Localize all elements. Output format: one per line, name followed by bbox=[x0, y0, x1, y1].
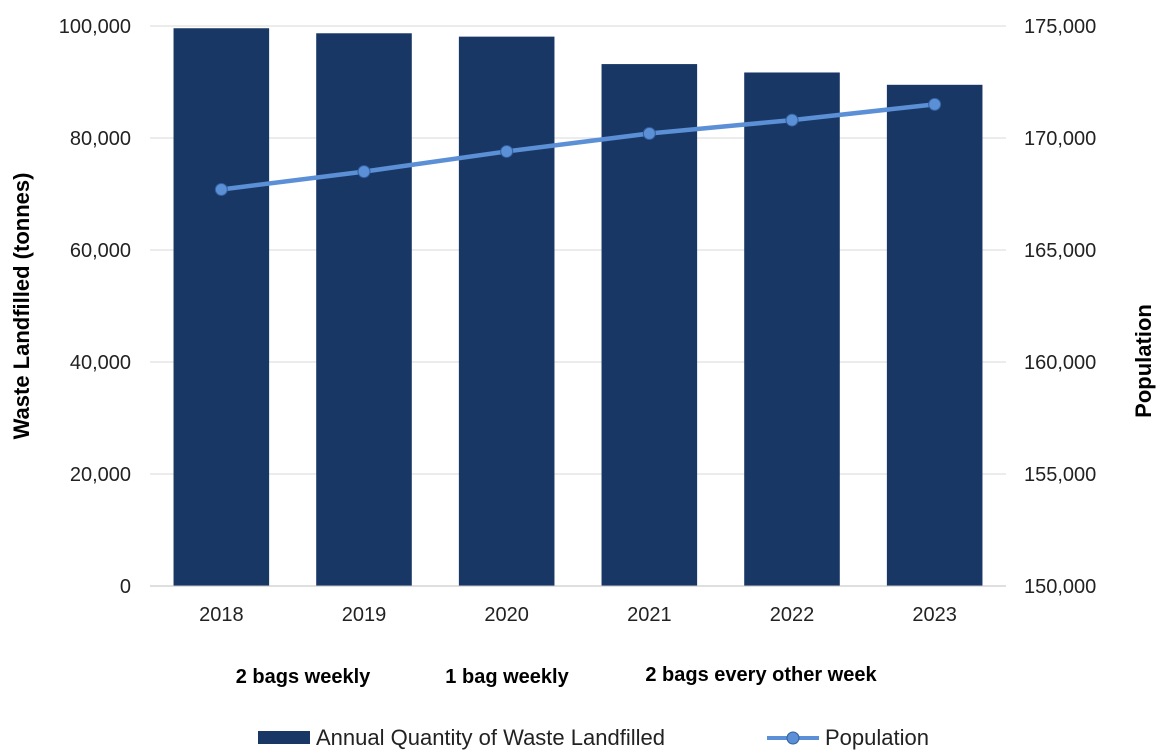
left-axis-ticks: 0 20,000 40,000 60,000 80,000 100,000 bbox=[59, 16, 131, 598]
bar-2022 bbox=[744, 72, 840, 587]
bar-2020 bbox=[458, 36, 555, 586]
y2-tick-label: 165,000 bbox=[1024, 240, 1096, 262]
x-axis-ticks: 2018 2019 2020 2021 2022 2023 bbox=[199, 604, 957, 626]
population-point-2020 bbox=[500, 144, 514, 158]
y-tick-label: 0 bbox=[120, 576, 131, 598]
x-tick-label: 2022 bbox=[770, 604, 815, 626]
legend-swatch-marker bbox=[786, 731, 800, 745]
population-point-2019 bbox=[357, 165, 371, 179]
gridlines bbox=[150, 25, 1006, 475]
left-axis-title: Waste Landfilled (tonnes) bbox=[9, 173, 34, 440]
x-tick-label: 2018 bbox=[199, 604, 244, 626]
legend-label-line: Population bbox=[825, 725, 929, 750]
legend-label-bars: Annual Quantity of Waste Landfilled bbox=[316, 725, 665, 750]
y-tick-label: 80,000 bbox=[70, 128, 131, 150]
bar-2019 bbox=[316, 33, 412, 586]
population-point-2018 bbox=[214, 183, 228, 197]
bar-2023 bbox=[886, 84, 983, 587]
x-tick-label: 2020 bbox=[484, 604, 529, 626]
annotation-2-bags-weekly: 2 bags weekly bbox=[236, 666, 371, 688]
y-tick-label: 60,000 bbox=[70, 240, 131, 262]
y2-tick-label: 150,000 bbox=[1024, 576, 1096, 598]
legend: Annual Quantity of Waste Landfilled Popu… bbox=[258, 725, 929, 750]
population-line bbox=[221, 102, 935, 192]
y2-tick-label: 175,000 bbox=[1024, 16, 1096, 38]
bar-2021 bbox=[601, 64, 698, 586]
y2-tick-label: 170,000 bbox=[1024, 128, 1096, 150]
x-tick-label: 2023 bbox=[912, 604, 957, 626]
population-point-2023 bbox=[928, 97, 942, 111]
x-tick-label: 2021 bbox=[627, 604, 672, 626]
bar-series bbox=[173, 28, 983, 587]
y2-tick-label: 160,000 bbox=[1024, 352, 1096, 374]
annotation-1-bag-weekly: 1 bag weekly bbox=[445, 666, 569, 688]
y-tick-label: 20,000 bbox=[70, 464, 131, 486]
population-point-2022 bbox=[785, 113, 799, 127]
bar-2018 bbox=[173, 28, 270, 587]
line-series bbox=[214, 97, 942, 197]
right-axis-title: Population bbox=[1131, 304, 1156, 418]
y-tick-label: 40,000 bbox=[70, 352, 131, 374]
annotation-2-bags-every-other-week: 2 bags every other week bbox=[645, 664, 877, 686]
y-tick-label: 100,000 bbox=[59, 16, 131, 38]
population-point-2021 bbox=[642, 127, 656, 141]
y2-tick-label: 155,000 bbox=[1024, 464, 1096, 486]
legend-swatch-bars bbox=[258, 731, 310, 744]
right-axis-ticks: 150,000 155,000 160,000 165,000 170,000 175,0… bbox=[1024, 16, 1096, 598]
x-tick-label: 2019 bbox=[342, 604, 387, 626]
